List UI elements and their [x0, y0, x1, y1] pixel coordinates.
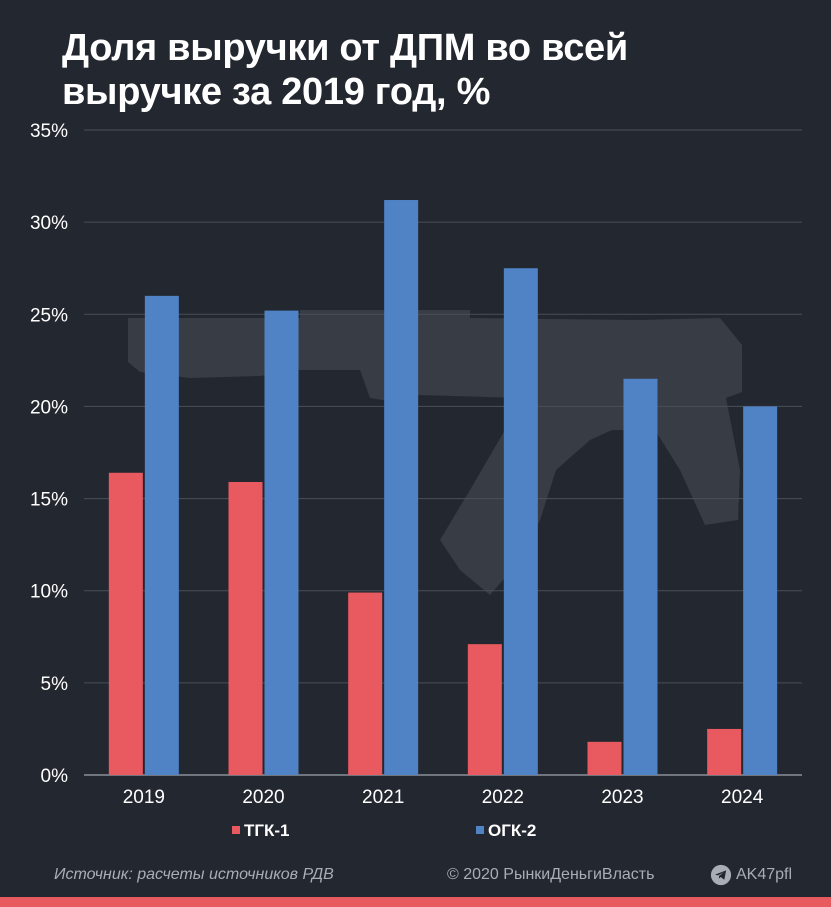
legend-swatch-1 — [476, 826, 484, 834]
legend: ТГК-1 ОГК-2 — [232, 821, 536, 840]
y-tick-label: 25% — [30, 305, 68, 326]
bar-ogk2-2020 — [264, 310, 299, 775]
y-axis-tick-labels: 0% 5% 10% 15% 20% 25% 30% 35% — [30, 121, 68, 787]
legend-label: ТГК-1 — [244, 821, 290, 840]
bar-tgk1-2020 — [228, 481, 263, 775]
bar-tgk1-2022 — [467, 644, 502, 775]
x-tick-label: 2024 — [721, 787, 764, 808]
x-tick-label: 2019 — [123, 787, 165, 808]
bar-ogk2-2022 — [503, 268, 538, 775]
bar-ogk2-2024 — [743, 406, 778, 775]
legend-swatch-0 — [232, 826, 240, 834]
x-tick-label: 2021 — [362, 787, 404, 808]
y-tick-label: 10% — [30, 582, 68, 603]
telegram-icon — [710, 864, 732, 886]
bar-ogk2-2019 — [144, 295, 179, 775]
bar-tgk1-2024 — [707, 728, 742, 775]
accent-bar — [0, 897, 831, 907]
x-tick-label: 2020 — [242, 787, 284, 808]
bar-tgk1-2023 — [587, 741, 622, 775]
gridlines — [84, 129, 802, 776]
legend-label: ОГК-2 — [488, 821, 536, 840]
y-tick-label: 20% — [30, 397, 68, 418]
telegram-handle-label: AK47pfl — [736, 866, 793, 883]
y-tick-label: 0% — [41, 766, 69, 787]
x-axis-tick-labels: 2019 2020 2021 2022 2023 2024 — [123, 787, 764, 808]
bar-tgk1-2021 — [348, 592, 383, 775]
rifle-silhouette-icon — [128, 310, 742, 595]
y-tick-label: 30% — [30, 213, 68, 234]
bar-ogk2-2023 — [623, 378, 658, 775]
telegram-handle[interactable]: AK47pfl — [710, 863, 792, 887]
copyright-note: © 2020 РынкиДеньгиВласть — [447, 866, 655, 883]
y-tick-label: 5% — [41, 674, 69, 695]
page-title: Доля выручки от ДПМ во всей выручке за 2… — [62, 27, 628, 113]
bar-tgk1-2019 — [108, 472, 143, 775]
y-tick-label: 15% — [30, 490, 68, 511]
bar-ogk2-2021 — [384, 200, 419, 775]
x-tick-label: 2022 — [482, 787, 524, 808]
rifle-silhouette-shape — [128, 310, 742, 595]
source-note: Источник: расчеты источников РДВ — [54, 866, 334, 883]
bars — [108, 200, 778, 775]
y-tick-label: 35% — [30, 121, 68, 142]
x-tick-label: 2023 — [601, 787, 643, 808]
